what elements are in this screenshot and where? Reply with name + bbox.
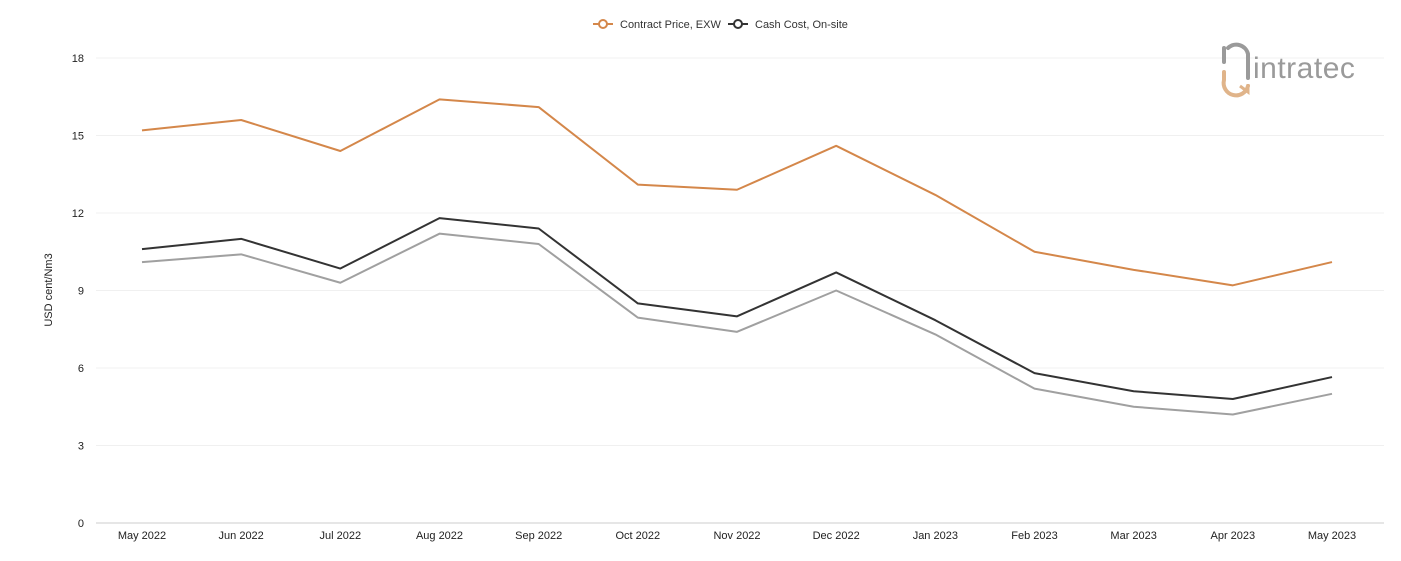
legend-entry: Contract Price, EXW — [620, 19, 721, 31]
y-axis-ticks: 0 3 6 9 12 15 18 — [72, 53, 84, 530]
x-tick-label: May 2023 — [1308, 530, 1356, 542]
y-tick-label: 0 — [78, 518, 84, 530]
intratec-logo: intratec — [1221, 42, 1355, 98]
grid — [96, 57, 1384, 524]
y-tick-label: 6 — [78, 363, 84, 375]
legend-marker — [598, 19, 608, 29]
x-tick-label: Jul 2022 — [320, 530, 362, 542]
legend-entry: Cash Cost, On-site — [755, 19, 848, 31]
y-tick-label: 15 — [72, 131, 84, 143]
series-line-0 — [141, 98, 1333, 287]
y-axis-label: USD cent/Nm3 — [43, 253, 55, 326]
x-tick-label: Dec 2022 — [813, 530, 860, 542]
series-lines — [141, 98, 1333, 416]
legend: Contract Price, EXW Cash Cost, On-site — [593, 19, 848, 31]
x-tick-label: Apr 2023 — [1211, 530, 1256, 542]
x-tick-label: Aug 2022 — [416, 530, 463, 542]
x-tick-label: Jun 2022 — [219, 530, 264, 542]
y-tick-label: 3 — [78, 441, 84, 453]
x-tick-label: Sep 2022 — [515, 530, 562, 542]
series-line-1 — [141, 217, 1333, 400]
y-tick-label: 9 — [78, 286, 84, 298]
x-tick-label: Jan 2023 — [913, 530, 958, 542]
x-tick-label: May 2022 — [118, 530, 166, 542]
x-tick-label: Feb 2023 — [1011, 530, 1057, 542]
x-axis-ticks: May 2022 Jun 2022 Jul 2022 Aug 2022 Sep 2022… — [118, 530, 1356, 542]
y-tick-label: 18 — [72, 53, 84, 65]
legend-marker — [733, 19, 743, 29]
x-tick-label: Nov 2022 — [713, 530, 760, 542]
logo-text: intratec — [1253, 52, 1355, 85]
series-line-2 — [141, 232, 1333, 416]
logo-mark-icon — [1221, 42, 1250, 98]
x-tick-label: Oct 2022 — [616, 530, 661, 542]
x-tick-label: Mar 2023 — [1110, 530, 1156, 542]
y-tick-label: 12 — [72, 208, 84, 220]
